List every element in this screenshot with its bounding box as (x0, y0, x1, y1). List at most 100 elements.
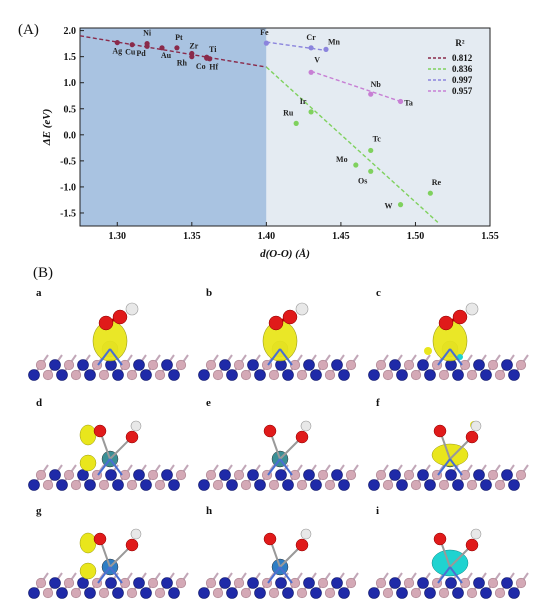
boron-atom (240, 587, 252, 599)
structure-a: a (28, 287, 189, 381)
data-point-Pd (144, 43, 150, 49)
nitrogen-atom (452, 369, 464, 381)
plot-region-1 (80, 28, 267, 226)
boron-atom (317, 359, 329, 371)
nitrogen-atom (28, 369, 40, 381)
nitrogen-atom (140, 479, 152, 491)
boron-atom (70, 587, 82, 599)
oxygen-atom (112, 309, 128, 325)
nitrogen-atom (508, 587, 520, 599)
bond (437, 566, 451, 584)
structure-e: e (198, 397, 359, 491)
nitrogen-atom (445, 469, 457, 481)
hydrogen-atom (130, 528, 142, 540)
boron-atom (212, 479, 224, 491)
boron-atom (126, 479, 138, 491)
nitrogen-atom (424, 479, 436, 491)
data-point-Mo (353, 162, 359, 168)
boron-atom (289, 469, 301, 481)
nitrogen-atom (338, 479, 350, 491)
data-point-Re (427, 190, 433, 196)
bond (267, 566, 281, 584)
boron-atom (126, 587, 138, 599)
nitrogen-atom (219, 577, 231, 589)
nitrogen-atom (198, 587, 210, 599)
y-tick-label: -1.5 (60, 208, 76, 219)
nitrogen-atom (105, 577, 117, 589)
boron-atom (212, 587, 224, 599)
x-axis-title: d(O-O) (Å) (260, 248, 310, 260)
boron-atom (382, 369, 394, 381)
nitrogen-atom (56, 369, 68, 381)
nitrogen-atom (508, 369, 520, 381)
hydrogen-atom (465, 302, 479, 316)
boron-atom (459, 469, 471, 481)
point-label-Fe: Fe (260, 28, 269, 37)
nitrogen-atom (161, 359, 173, 371)
nitrogen-atom (84, 369, 96, 381)
nitrogen-atom (226, 369, 238, 381)
boron-atom (487, 577, 499, 589)
nitrogen-atom (226, 479, 238, 491)
nitrogen-atom (247, 577, 259, 589)
point-label-Cr: Cr (306, 33, 316, 42)
boron-atom (35, 577, 47, 589)
nitrogen-atom (331, 577, 343, 589)
boron-atom (466, 587, 478, 599)
charge-density-lobe (79, 454, 97, 472)
nitrogen-atom (368, 479, 380, 491)
bond (109, 348, 123, 366)
bond (449, 348, 463, 366)
y-axis-title: ΔE (eV) (41, 109, 53, 147)
nitrogen-atom (480, 369, 492, 381)
point-label-Pd: Pd (136, 49, 146, 58)
boron-atom (317, 469, 329, 481)
x-tick-label: 1.45 (332, 231, 350, 242)
oxygen-atom (282, 309, 298, 325)
oxygen-atom (438, 315, 454, 331)
nitrogen-atom (140, 587, 152, 599)
bond (449, 566, 463, 584)
oxygen-atom (93, 532, 107, 546)
nitrogen-atom (77, 359, 89, 371)
legend-entry: 0.997 (452, 75, 473, 85)
nitrogen-atom (417, 359, 429, 371)
boron-atom (233, 359, 245, 371)
nitrogen-atom (389, 469, 401, 481)
data-point-Mn (323, 46, 329, 52)
nitrogen-atom (310, 479, 322, 491)
nitrogen-atom (219, 359, 231, 371)
fit-line-0.812 (79, 35, 267, 68)
data-point-Ir (308, 109, 314, 115)
boron-atom (205, 359, 217, 371)
boron-atom (296, 587, 308, 599)
point-label-Hf: Hf (209, 63, 218, 72)
nitrogen-atom (226, 587, 238, 599)
nitrogen-atom (396, 369, 408, 381)
scatter-chart: 2.0 1.5 1.0 0.5 0.0 -0.5 -1.0 -1.5 1.30 1.35 1.40 1… (41, 26, 499, 260)
structure-c: c (368, 287, 529, 381)
oxygen-atom (125, 430, 139, 444)
nitrogen-atom (28, 479, 40, 491)
point-label-Zr: Zr (189, 42, 198, 51)
nitrogen-atom (247, 359, 259, 371)
nitrogen-atom (310, 369, 322, 381)
bond (97, 458, 111, 476)
data-point-Os (368, 168, 374, 174)
structure-label: h (206, 505, 212, 517)
nitrogen-atom (501, 469, 513, 481)
bond (267, 458, 281, 476)
point-label-W: W (385, 202, 393, 211)
boron-atom (345, 577, 357, 589)
y-tick-label: 0.5 (64, 104, 77, 115)
nitrogen-atom (84, 587, 96, 599)
point-label-Pt: Pt (175, 33, 183, 42)
boron-atom (403, 359, 415, 371)
boron-atom (345, 359, 357, 371)
boron-atom (438, 369, 450, 381)
oxygen-atom (433, 532, 447, 546)
boron-atom (375, 359, 387, 371)
nitrogen-atom (161, 577, 173, 589)
boron-atom (289, 359, 301, 371)
nitrogen-atom (133, 577, 145, 589)
